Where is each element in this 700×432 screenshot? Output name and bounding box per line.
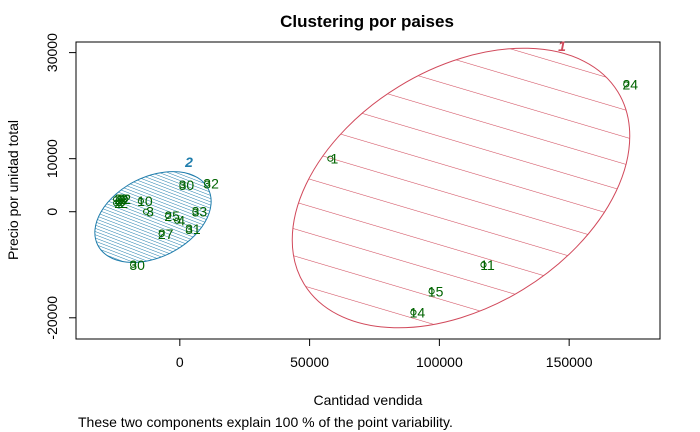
footnote: These two components explain 100 % of th… [78, 414, 453, 430]
point-label-10: 10 [137, 193, 153, 209]
point-marker-32 [203, 180, 211, 187]
dense-point-label: 2 [120, 195, 128, 211]
dense-point-label: 2 [123, 191, 131, 207]
x-tick-label: 0 [176, 354, 184, 370]
dense-point-label: 2 [117, 191, 125, 207]
y-tick-label: 10000 [44, 139, 60, 178]
x-tick-label: 100000 [416, 354, 463, 370]
point-marker-11 [480, 261, 487, 268]
dense-point-marker [119, 196, 126, 203]
dense-point-marker [122, 196, 129, 203]
point-label-24: 24 [622, 76, 638, 92]
point-label-33: 33 [192, 204, 208, 220]
point-label-15: 15 [428, 283, 444, 299]
cluster-2-group [94, 171, 212, 263]
y-axis-label: Precio por unidad total [5, 120, 21, 260]
x-tick-label: 50000 [290, 354, 329, 370]
point-marker-30 [179, 182, 186, 189]
point-marker-3 [142, 208, 150, 215]
y-tick-label: -20000 [44, 296, 60, 340]
axes: 0 50000 100000 150000 -20000 0 10000 30000 [44, 33, 593, 370]
point-marker-30 [130, 261, 137, 268]
dense-point-label: 2 [114, 191, 122, 207]
dense-point-label: 2 [120, 191, 128, 207]
dense-point-marker [113, 196, 120, 203]
point-marker-27 [158, 230, 165, 238]
point-label-1: 1 [330, 151, 338, 167]
dense-point-marker [116, 200, 123, 207]
point-label-14: 14 [410, 304, 426, 320]
cluster-1-label: 1 [558, 38, 566, 54]
point-marker-15 [428, 288, 435, 295]
point-label-31: 31 [185, 221, 201, 237]
dense-point-marker [113, 200, 120, 207]
cluster-1-ellipse [291, 47, 631, 329]
point-label-32: 32 [203, 176, 219, 192]
dense-point-label: 2 [114, 195, 122, 211]
point-label-3: 3 [146, 204, 154, 220]
point-label-4: 4 [177, 213, 185, 229]
point-marker-14 [410, 309, 417, 316]
point-marker-25 [165, 212, 172, 220]
chart-title: Clustering por paises [280, 12, 454, 31]
point-label-11: 11 [480, 257, 495, 273]
y-tick-label: 0 [44, 208, 60, 216]
point-marker-4 [174, 217, 181, 224]
point-label-30: 30 [129, 257, 145, 273]
point-marker-33 [192, 208, 199, 215]
point-marker-10 [137, 198, 144, 205]
cluster-1-group [291, 47, 631, 329]
dense-point-marker [116, 196, 123, 203]
dense-point-label: 2 [117, 195, 125, 211]
y-tick-label: 30000 [44, 33, 60, 72]
x-tick-label: 150000 [546, 354, 593, 370]
point-label-27: 27 [158, 226, 174, 242]
cluster-2-ellipse [94, 171, 212, 263]
dense-point-marker [119, 200, 126, 207]
point-label-25: 25 [164, 208, 180, 224]
point-marker-31 [185, 226, 193, 233]
cluster-2-label: 2 [184, 154, 193, 170]
cluster-shapes: 12 [94, 38, 631, 329]
x-axis-label: Cantidad vendida [314, 392, 423, 408]
point-marker-1 [327, 155, 334, 162]
point-label-30: 30 [179, 177, 195, 193]
point-marker-24 [623, 81, 630, 88]
